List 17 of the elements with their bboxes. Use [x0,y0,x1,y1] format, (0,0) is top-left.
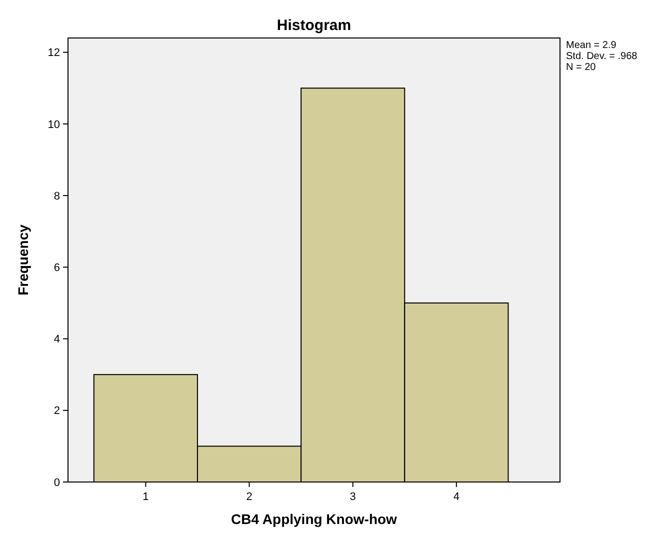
y-tick-label: 8 [54,190,60,202]
x-axis-title: CB4 Applying Know-how [231,511,398,527]
y-tick-label: 6 [54,262,60,274]
y-tick-label: 10 [48,118,60,131]
text: Std. Dev. = .968 [566,51,638,62]
x-tick-label: 1 [142,491,149,503]
y-tick-label: 12 [48,47,60,60]
y-tick-label: 0 [54,476,60,489]
x-tick-label: 2 [246,491,252,503]
y-axis-title: Frequency [15,224,31,296]
text: N = 20 [566,62,596,73]
y-tick-label: 2 [54,405,60,418]
chart-title: Histogram [276,17,352,34]
text: Mean = 2.9 [566,40,617,51]
x-tick-label: 4 [453,491,460,503]
y-tick-label: 4 [54,334,60,346]
x-tick-label: 3 [350,491,356,503]
